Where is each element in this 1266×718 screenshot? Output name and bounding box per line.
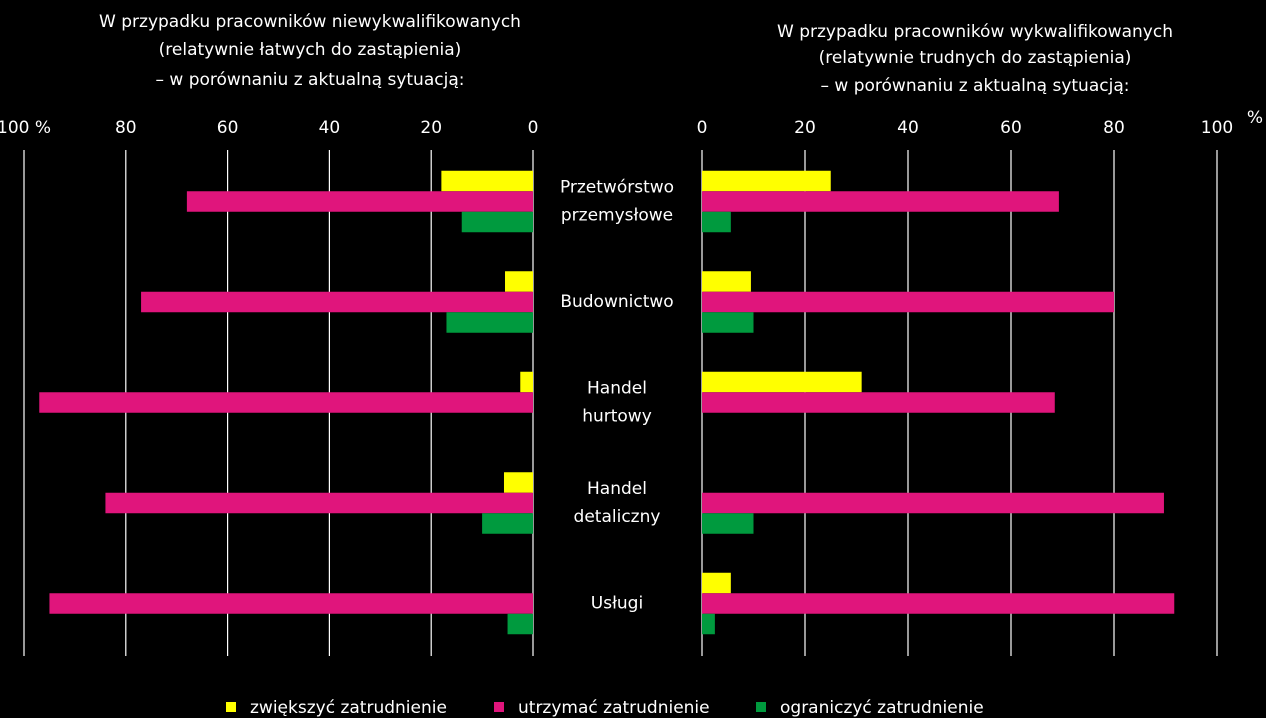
category-label: Handel — [587, 479, 647, 499]
x-tick-label: 40 — [897, 118, 919, 138]
x-tick-label: 100 — [1201, 118, 1233, 138]
bar — [702, 593, 1175, 614]
bar — [141, 291, 533, 313]
bar — [702, 492, 1164, 514]
chart-title: – w porównaniu z aktualną sytuacją: — [821, 76, 1130, 96]
bar — [702, 191, 1059, 212]
bar — [702, 291, 1114, 313]
x-tick-label: 0 — [528, 118, 539, 138]
category-label: przemysłowe — [561, 206, 673, 226]
x-tick-label: 20 — [794, 118, 816, 138]
category-label: Przetwórstwo — [560, 178, 674, 198]
chart-title: W przypadku pracowników wykwalifikowanyc… — [777, 22, 1173, 42]
bar — [702, 271, 751, 292]
bar — [520, 371, 533, 393]
category-label: hurtowy — [582, 407, 652, 427]
x-tick-label: 20 — [420, 118, 442, 138]
bar — [105, 492, 533, 514]
x-tick-label: 40 — [319, 118, 341, 138]
bar — [702, 371, 862, 393]
legend-swatch — [494, 702, 504, 712]
bar — [441, 170, 533, 192]
bar — [186, 191, 533, 212]
chart-title: (relatywnie trudnych do zastąpienia) — [819, 48, 1132, 68]
bar — [702, 312, 754, 333]
x-tick-label: 80 — [115, 118, 137, 138]
bar — [49, 593, 533, 614]
category-label: Budownictwo — [560, 292, 673, 312]
x-tick-label: 100 % — [0, 118, 51, 138]
chart-title: W przypadku pracowników niewykwalifikowa… — [99, 12, 521, 32]
x-tick-label: 60 — [1000, 118, 1022, 138]
unit-label: % — [1247, 108, 1263, 128]
chart-title: – w porównaniu z aktualną sytuacją: — [156, 70, 465, 90]
category-label: Handel — [587, 379, 647, 399]
bar — [702, 613, 715, 635]
bar — [39, 392, 534, 413]
bar — [507, 613, 533, 635]
x-tick-label: 0 — [697, 118, 708, 138]
bar — [505, 271, 533, 292]
x-tick-label: 80 — [1103, 118, 1125, 138]
bar — [482, 513, 533, 534]
legend-swatch — [226, 702, 236, 712]
category-label: detaliczny — [574, 507, 661, 527]
bar — [702, 170, 831, 192]
bar — [702, 211, 731, 233]
category-label: Usługi — [591, 594, 643, 614]
bar — [446, 312, 533, 333]
legend-swatch — [756, 702, 766, 712]
x-tick-label: 60 — [217, 118, 239, 138]
bar — [503, 472, 533, 493]
legend-label: zwiększyć zatrudnienie — [250, 698, 447, 718]
bar — [702, 572, 731, 594]
chart-title: (relatywnie łatwych do zastąpienia) — [159, 40, 462, 60]
bar — [702, 392, 1055, 413]
bar — [702, 513, 754, 534]
legend-label: ograniczyć zatrudnienie — [780, 698, 984, 718]
legend-label: utrzymać zatrudnienie — [518, 698, 710, 718]
bar — [461, 211, 533, 233]
